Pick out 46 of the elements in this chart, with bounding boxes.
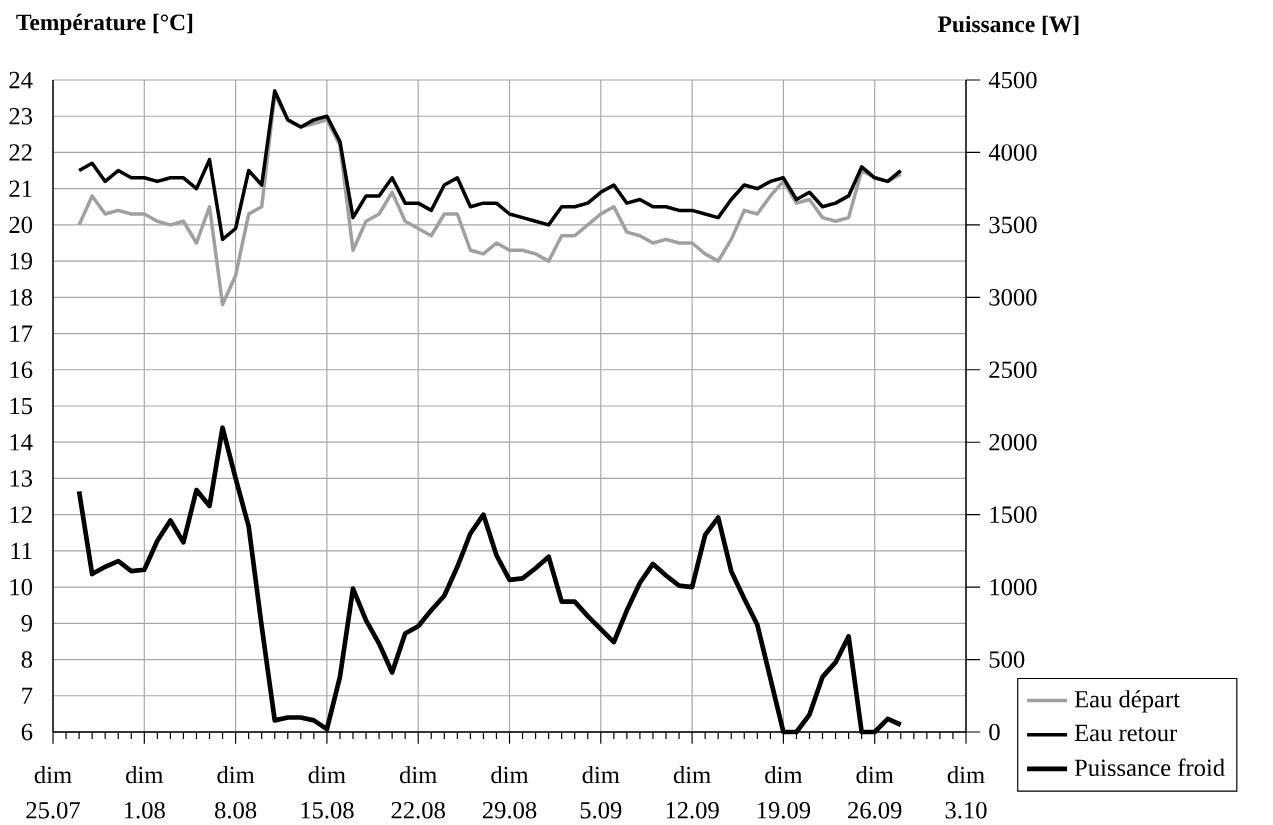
x-tick-label: dim 12.09 [666,766,719,819]
y2-tick-label: 2000 [989,433,1037,451]
y-tick-label: 18 [10,289,33,306]
y2-tick-label: 4500 [988,71,1037,89]
y-tick-label: 9 [21,615,32,632]
x-tick-label: dim 29.08 [482,766,537,819]
y-axis-title: Température [°C] [16,13,193,36]
y-tick-label: 22 [9,144,32,161]
y-tick-label: 19 [10,252,32,270]
x-tick-label: dim 25.07 [26,766,80,819]
y2-tick-label: 2500 [989,361,1037,379]
y-tick-label: 15 [10,397,33,415]
x-tick-label: dim 19.09 [757,766,811,819]
y2-axis-title: Puissance [W] [938,15,1079,36]
y-tick-label: 10 [10,578,33,596]
legend-label: Puissance froid [1074,758,1225,777]
y2-tick-label: 1000 [990,578,1037,596]
y2-tick-label: 1500 [990,506,1037,523]
y-tick-label: 20 [9,216,33,234]
y-tick-label: 14 [10,434,33,451]
x-tick-label: dim 8.08 [215,766,257,819]
line-series [77,89,903,242]
y-tick-label: 6 [21,723,33,741]
y-tick-label: 12 [10,506,32,523]
y-tick-label: 17 [10,325,33,342]
legend-label: Eau départ [1074,690,1180,713]
y-tick-label: 8 [21,651,33,668]
y-tick-label: 23 [9,107,33,125]
y2-tick-label: 4000 [988,144,1037,161]
x-tick-label: dim 1.08 [124,766,165,819]
x-tick-label: dim 3.10 [945,766,987,819]
x-tick-label: dim 5.09 [580,766,622,819]
x-tick-label: dim 22.08 [391,766,445,819]
y-tick-label: 21 [9,180,32,197]
legend-label: Eau retour [1074,724,1178,742]
y2-tick-label: 3000 [989,289,1037,306]
y-tick-label: 13 [10,470,33,487]
y2-tick-label: 3500 [989,216,1037,234]
y-tick-label: 11 [11,542,32,559]
x-tick-label: dim 15.08 [301,766,354,819]
y-tick-label: 16 [10,361,33,379]
y2-tick-label: 0 [989,723,1000,741]
y-tick-label: 24 [9,71,33,89]
x-tick-label: dim 26.09 [848,766,902,819]
y2-tick-label: 500 [989,651,1025,668]
y-tick-label: 7 [22,687,33,704]
